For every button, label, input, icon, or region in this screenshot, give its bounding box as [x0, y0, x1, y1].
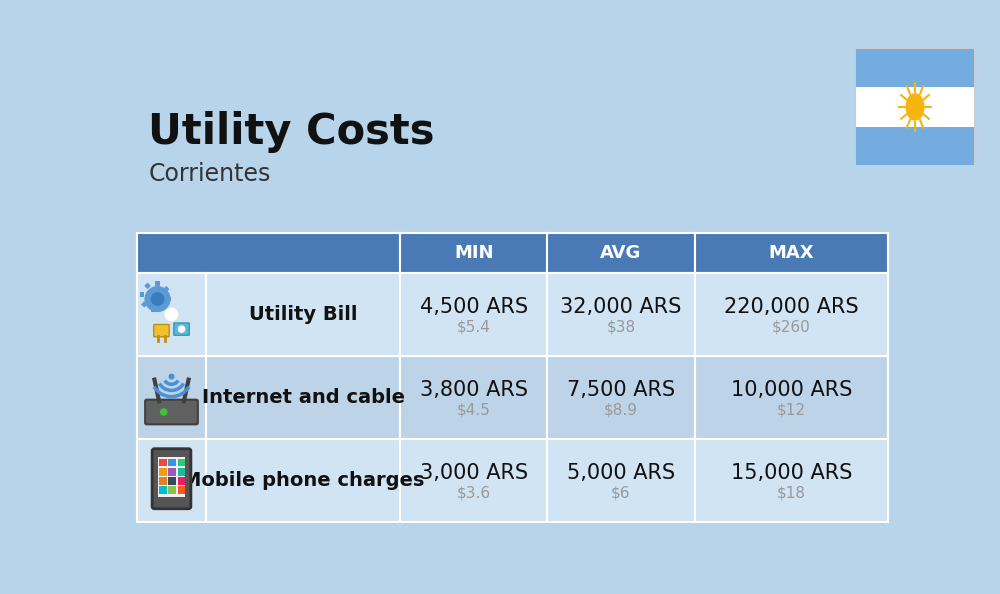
- Bar: [400, 356, 547, 439]
- Circle shape: [906, 94, 924, 120]
- Bar: [168, 486, 176, 494]
- Text: $260: $260: [772, 320, 811, 334]
- Bar: [178, 486, 185, 494]
- Text: $12: $12: [777, 402, 806, 417]
- Text: 3,800 ARS: 3,800 ARS: [420, 380, 528, 400]
- Bar: [137, 356, 206, 439]
- Circle shape: [145, 287, 170, 311]
- Bar: [166, 297, 171, 301]
- Bar: [159, 477, 167, 485]
- Bar: [158, 457, 185, 497]
- Bar: [695, 273, 888, 356]
- Bar: [141, 301, 148, 308]
- Bar: [695, 356, 888, 439]
- Bar: [178, 468, 185, 476]
- Text: 3,000 ARS: 3,000 ARS: [420, 463, 528, 482]
- Text: Utility Costs: Utility Costs: [148, 111, 435, 153]
- Text: $4.5: $4.5: [457, 402, 491, 417]
- Text: 15,000 ARS: 15,000 ARS: [731, 463, 852, 482]
- Bar: [137, 273, 206, 356]
- Text: 32,000 ARS: 32,000 ARS: [560, 297, 682, 317]
- Bar: [144, 283, 151, 289]
- Text: $5.4: $5.4: [457, 320, 491, 334]
- FancyBboxPatch shape: [174, 323, 189, 335]
- Bar: [855, 127, 975, 166]
- Bar: [137, 233, 400, 273]
- Bar: [547, 233, 695, 273]
- Bar: [400, 273, 547, 356]
- Bar: [155, 282, 160, 286]
- Bar: [695, 233, 888, 273]
- Bar: [159, 486, 167, 494]
- Text: Mobile phone charges: Mobile phone charges: [182, 471, 424, 490]
- Bar: [163, 286, 169, 292]
- Bar: [206, 273, 400, 356]
- Bar: [168, 459, 176, 466]
- Bar: [206, 439, 400, 522]
- Text: $6: $6: [611, 485, 631, 500]
- Bar: [547, 356, 695, 439]
- Bar: [168, 477, 176, 485]
- Bar: [400, 439, 547, 522]
- Text: $18: $18: [777, 485, 806, 500]
- Bar: [206, 356, 400, 439]
- Bar: [168, 468, 176, 476]
- Circle shape: [165, 308, 178, 321]
- Bar: [160, 304, 166, 311]
- FancyBboxPatch shape: [145, 400, 198, 424]
- Text: $38: $38: [606, 320, 636, 334]
- Circle shape: [161, 409, 167, 415]
- Bar: [547, 439, 695, 522]
- Text: Corrientes: Corrientes: [148, 162, 271, 186]
- Text: AVG: AVG: [600, 244, 642, 262]
- Text: 10,000 ARS: 10,000 ARS: [731, 380, 852, 400]
- Bar: [178, 459, 185, 466]
- Text: MIN: MIN: [454, 244, 494, 262]
- FancyBboxPatch shape: [152, 448, 191, 509]
- Text: Utility Bill: Utility Bill: [249, 305, 358, 324]
- Bar: [855, 48, 975, 87]
- Circle shape: [151, 293, 164, 305]
- Bar: [400, 233, 547, 273]
- Text: 5,000 ARS: 5,000 ARS: [567, 463, 675, 482]
- Bar: [159, 468, 167, 476]
- Bar: [137, 439, 206, 522]
- Circle shape: [178, 326, 185, 332]
- Bar: [178, 477, 185, 485]
- Bar: [855, 87, 975, 127]
- Bar: [151, 308, 155, 312]
- Text: 4,500 ARS: 4,500 ARS: [420, 297, 528, 317]
- Bar: [140, 292, 144, 297]
- Text: MAX: MAX: [769, 244, 814, 262]
- FancyBboxPatch shape: [154, 324, 169, 337]
- Text: $8.9: $8.9: [604, 402, 638, 417]
- Text: 7,500 ARS: 7,500 ARS: [567, 380, 675, 400]
- Bar: [695, 439, 888, 522]
- Text: $3.6: $3.6: [457, 485, 491, 500]
- Text: Internet and cable: Internet and cable: [202, 388, 405, 407]
- Bar: [159, 459, 167, 466]
- Bar: [547, 273, 695, 356]
- Circle shape: [169, 374, 174, 379]
- Text: 220,000 ARS: 220,000 ARS: [724, 297, 859, 317]
